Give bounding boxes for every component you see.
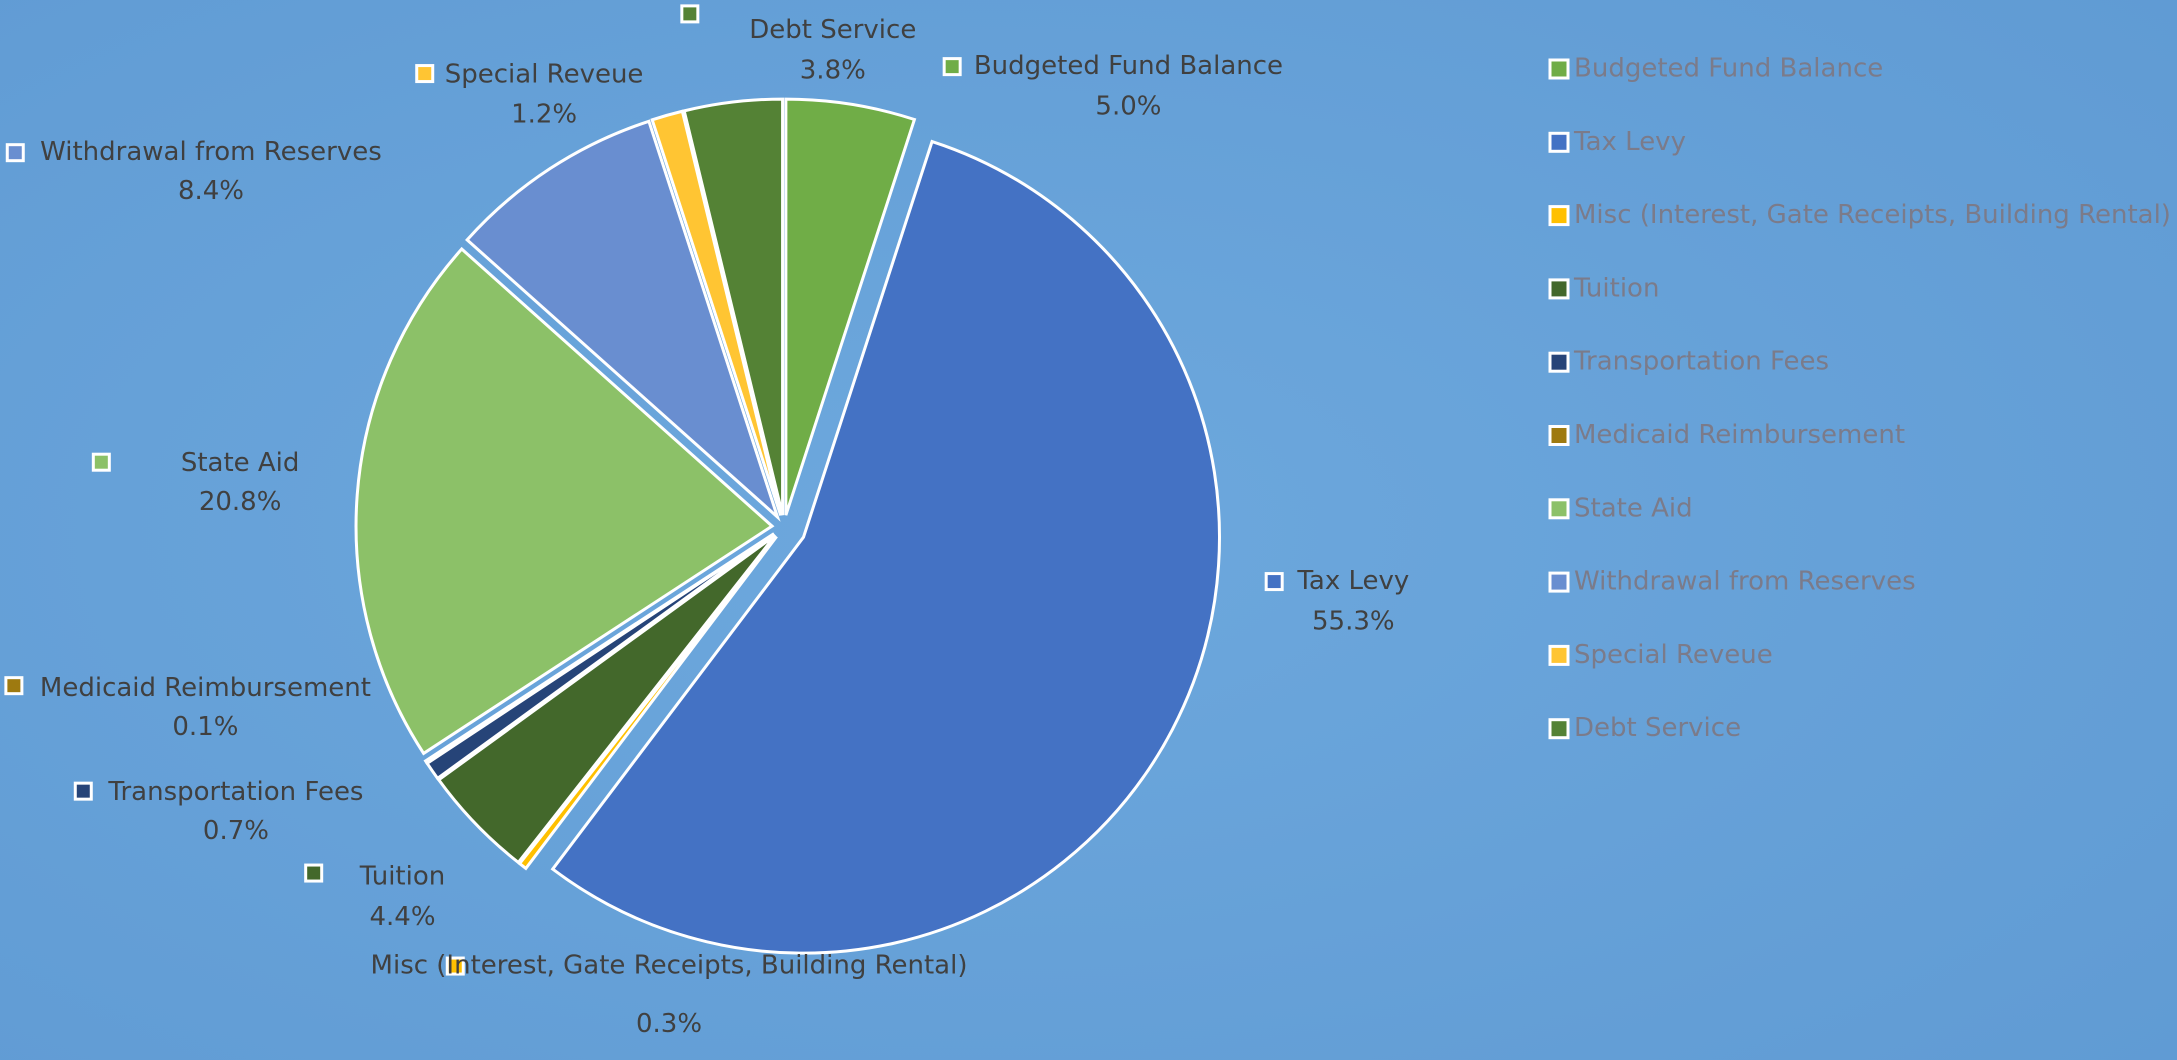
- label-marker: [304, 863, 324, 883]
- label-marker: [4, 676, 24, 696]
- legend-label: Budgeted Fund Balance: [1574, 54, 1883, 84]
- data-label-value: 55.3%: [1312, 606, 1395, 636]
- pie-slice: [517, 535, 778, 871]
- data-label-name: State Aid: [181, 448, 300, 478]
- data-label-name: Withdrawal from Reserves: [40, 137, 382, 167]
- legend-label: Special Reveue: [1574, 640, 1773, 670]
- pie-slice: [465, 119, 781, 522]
- label-marker: [1264, 572, 1284, 592]
- label-marker: [680, 4, 700, 24]
- legend-label: Misc (Interest, Gate Receipts, Building …: [1574, 200, 2171, 230]
- data-label-value: 3.8%: [800, 55, 866, 85]
- label-marker: [415, 64, 435, 84]
- legend-label: Tax Levy: [1573, 127, 1686, 157]
- legend-marker: [1548, 644, 1570, 666]
- legend-marker: [1548, 278, 1570, 300]
- data-label-value: 1.2%: [511, 100, 577, 130]
- legend-label: Withdrawal from Reserves: [1574, 567, 1916, 597]
- data-label-name: Transportation Fees: [107, 777, 363, 807]
- data-label-name: Tax Levy: [1296, 566, 1409, 596]
- data-label-value: 8.4%: [178, 176, 244, 206]
- legend-marker: [1548, 718, 1570, 740]
- label-marker: [942, 57, 962, 77]
- data-label-name: Debt Service: [749, 15, 916, 45]
- legend-marker: [1548, 58, 1570, 80]
- pie-slice: [784, 97, 917, 516]
- legend-label: Medicaid Reimbursement: [1574, 420, 1905, 450]
- pie-slice: [650, 109, 783, 516]
- legend-marker: [1548, 425, 1570, 446]
- data-label-value: 0.3%: [636, 1009, 702, 1039]
- data-label-name: Special Reveue: [445, 59, 644, 89]
- data-label-value: 4.4%: [369, 902, 435, 932]
- pie-slice: [550, 139, 1222, 955]
- legend-marker: [1548, 351, 1570, 373]
- legend-marker: [1548, 571, 1570, 593]
- data-label-name: Medicaid Reimbursement: [40, 673, 371, 703]
- data-label-value: 0.1%: [172, 712, 238, 742]
- legend-label: Tuition: [1573, 273, 1659, 303]
- data-label-name: Budgeted Fund Balance: [974, 51, 1283, 81]
- legend-label: State Aid: [1574, 493, 1693, 523]
- label-marker: [91, 452, 111, 472]
- pie-slice: [354, 246, 775, 756]
- legend-marker: [1548, 498, 1570, 520]
- data-label-name: Misc (Interest, Gate Receipts, Building …: [371, 951, 968, 981]
- legend-label: Debt Service: [1574, 713, 1741, 743]
- data-label-value: 5.0%: [1095, 91, 1161, 121]
- label-marker: [5, 143, 25, 163]
- data-label-name: Tuition: [359, 862, 445, 892]
- legend-label: Transportation Fees: [1573, 347, 1829, 377]
- data-label-value: 20.8%: [199, 487, 282, 517]
- label-marker: [445, 956, 465, 976]
- data-label-value: 0.7%: [203, 816, 269, 846]
- pie-slice: [436, 534, 777, 865]
- label-marker: [73, 781, 93, 801]
- legend-marker: [1548, 205, 1570, 227]
- legend-marker: [1548, 131, 1570, 153]
- pie-slice: [682, 97, 785, 516]
- pie-slice: [423, 532, 775, 766]
